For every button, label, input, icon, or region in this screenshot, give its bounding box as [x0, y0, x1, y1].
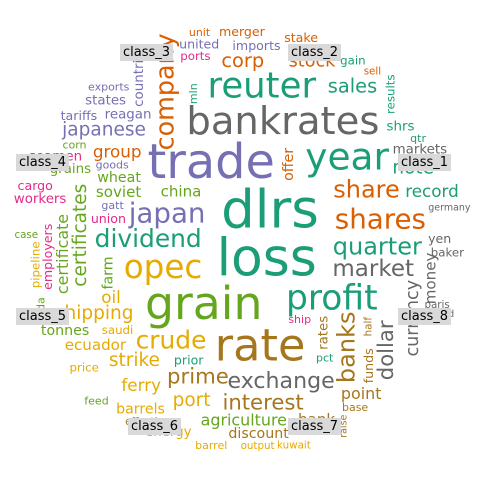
cloud-word: dlrs	[221, 180, 319, 241]
cloud-word: saudi	[102, 323, 134, 337]
cloud-word: loss	[217, 229, 317, 289]
cloud-word: imports	[232, 38, 280, 53]
cloud-word: gatt	[101, 199, 124, 212]
class-label-6: class_6	[128, 418, 182, 435]
cloud-word: profit	[286, 279, 378, 319]
cloud-word: shipping	[55, 303, 134, 324]
cloud-word: united	[179, 37, 219, 52]
cloud-word: wheat	[97, 170, 141, 186]
cloud-word: dollar	[373, 320, 398, 380]
cloud-word: dividend	[95, 224, 202, 253]
cloud-word: results	[384, 74, 398, 114]
cloud-word: funds	[361, 348, 376, 383]
cloud-word: mln	[187, 83, 200, 104]
cloud-word: tariffs	[61, 108, 98, 123]
cloud-word: corn	[62, 138, 86, 151]
cloud-word: merger	[219, 24, 266, 39]
cloud-word: exports	[88, 81, 130, 94]
cloud-word: bankrates	[186, 99, 379, 144]
cloud-word: barrel	[195, 439, 227, 452]
cloud-word: group	[93, 142, 142, 162]
cloud-word: quarter	[333, 233, 422, 261]
cloud-word: case	[14, 229, 38, 241]
cloud-word: soviet	[96, 183, 142, 201]
cloud-word: china	[161, 182, 202, 200]
cloud-word: oil	[101, 287, 121, 307]
cloud-word: crude	[136, 325, 207, 354]
cloud-word: grain	[145, 277, 262, 330]
cloud-word: year	[305, 135, 389, 179]
cloud-word: gain	[340, 53, 365, 67]
class-label-7: class_7	[288, 418, 342, 435]
cloud-word: ecuador	[65, 336, 127, 354]
cloud-word: tonnes	[41, 323, 89, 339]
cloud-word: half	[363, 317, 375, 337]
cloud-word: shares	[335, 203, 426, 236]
cloud-word: raise	[338, 414, 349, 437]
cloud-word: germany	[428, 203, 471, 214]
cloud-word: rate	[215, 319, 306, 371]
cloud-word: feed	[84, 394, 108, 407]
class-label-2: class_2	[288, 44, 342, 61]
cloud-word: states	[85, 93, 126, 108]
cloud-word: record	[405, 181, 459, 201]
cloud-word: markets	[393, 142, 448, 157]
cloud-word: japan	[128, 196, 206, 229]
cloud-word: japanese	[61, 120, 146, 141]
cloud-word: exchange	[227, 368, 334, 394]
cloud-word: corp	[221, 49, 264, 72]
class-label-5: class_5	[16, 308, 70, 325]
cloud-word: union	[91, 211, 126, 226]
cloud-word: sales	[328, 74, 377, 97]
cloud-word: rates	[317, 316, 332, 350]
cloud-word: workers	[14, 192, 67, 207]
cloud-word: ferry	[121, 375, 161, 395]
cloud-word: farm	[101, 256, 117, 289]
class-label-3: class_3	[120, 44, 174, 61]
cloud-word: qtr	[410, 132, 426, 145]
cloud-word: certificate	[53, 214, 72, 294]
cloud-word: opec	[124, 248, 203, 286]
cloud-word: strike	[109, 350, 160, 371]
class-label-8: class_8	[398, 308, 452, 325]
cloud-word: baker	[431, 245, 464, 259]
cloud-word: base	[342, 401, 368, 414]
cloud-word: discount	[228, 426, 289, 442]
class-label-1: class_1	[398, 154, 452, 171]
cloud-word: offer	[281, 148, 297, 181]
class-label-4: class_4	[16, 154, 70, 171]
cloud-word: port	[173, 390, 211, 411]
cloud-word: market	[332, 256, 414, 282]
cloud-word: certificates	[70, 184, 91, 287]
cloud-word: reagan	[105, 107, 152, 122]
cloud-word: pct	[316, 352, 334, 365]
cloud-word: money	[422, 252, 440, 304]
cloud-word: shrs	[387, 119, 415, 134]
cloud-word: ship	[288, 313, 311, 326]
cloud-word: trade	[147, 135, 274, 190]
cloud-word: prior	[174, 352, 204, 367]
cloud-word: output	[241, 440, 275, 452]
cloud-word: unit	[189, 26, 211, 39]
cloud-word: prime	[167, 363, 229, 388]
cloud-word: reuter	[208, 66, 317, 107]
cloud-word: barrels	[116, 402, 165, 418]
cloud-word: point	[341, 384, 382, 403]
cloud-word: agriculture	[201, 410, 287, 429]
cloud-word: stake	[284, 30, 318, 45]
cloud-word: cargo	[18, 178, 54, 193]
cloud-word: interest	[222, 390, 303, 415]
cloud-word: employers	[40, 224, 55, 290]
cloud-word: pipeline	[28, 241, 42, 288]
cloud-word: yen	[428, 231, 451, 246]
cloud-word: sell	[364, 65, 381, 77]
cloud-word: banks	[332, 312, 360, 384]
cloud-word: share	[333, 175, 400, 203]
cloud-word: kuwait	[277, 440, 311, 452]
cloud-word: goods	[96, 159, 129, 172]
cloud-word: ports	[180, 49, 210, 63]
cloud-word: price	[70, 360, 99, 374]
